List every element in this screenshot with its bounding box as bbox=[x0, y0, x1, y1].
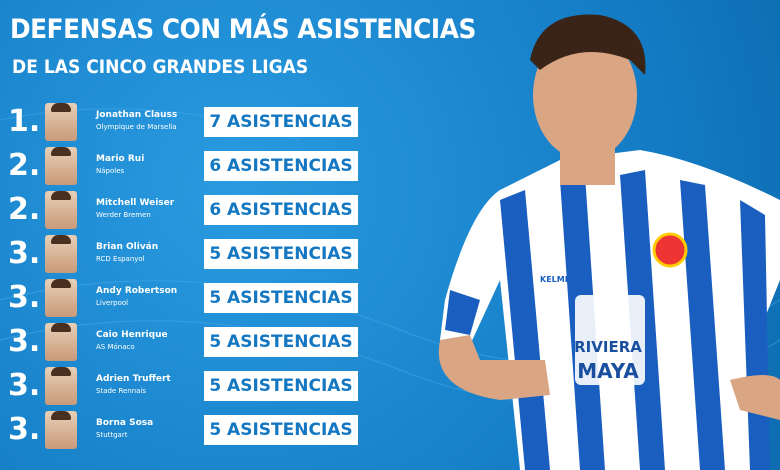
rank: 2. bbox=[8, 192, 41, 227]
assists-label: 5 ASISTENCIAS bbox=[204, 415, 358, 445]
player-avatar bbox=[45, 323, 77, 361]
assists-label: 5 ASISTENCIAS bbox=[204, 239, 358, 269]
club-name: Nápoles bbox=[96, 167, 125, 175]
assists-label: 7 ASISTENCIAS bbox=[204, 107, 358, 137]
assists-label: 5 ASISTENCIAS bbox=[204, 283, 358, 313]
sponsor: RIVIERA bbox=[574, 338, 642, 356]
player-avatar bbox=[45, 147, 77, 185]
rank: 3. bbox=[8, 280, 41, 315]
player-name: Mitchell Weiser bbox=[96, 198, 175, 208]
player-name: Caio Henrique bbox=[96, 330, 168, 340]
rank: 3. bbox=[8, 236, 41, 271]
ranking-row: 3. Caio Henrique AS Mónaco 5 ASISTENCIAS bbox=[0, 322, 370, 362]
assists-label: 6 ASISTENCIAS bbox=[204, 151, 358, 181]
player-avatar bbox=[45, 103, 77, 141]
club-name: AS Mónaco bbox=[96, 343, 135, 351]
ranking-row: 3. Borna Sosa Stuttgart 5 ASISTENCIAS bbox=[0, 410, 370, 450]
ranking-row: 1. Jonathan Clauss Olympique de Marsella 7 … bbox=[0, 102, 370, 142]
club-name: Olympique de Marsella bbox=[96, 123, 177, 131]
player-name: Andy Robertson bbox=[96, 286, 178, 296]
player-avatar bbox=[45, 411, 77, 449]
player-avatar bbox=[45, 367, 77, 405]
assists-label: 6 ASISTENCIAS bbox=[204, 195, 358, 225]
player-avatar bbox=[45, 235, 77, 273]
club-name: RCD Espanyol bbox=[96, 255, 145, 263]
rank: 3. bbox=[8, 324, 41, 359]
assists-label: 5 ASISTENCIAS bbox=[204, 327, 358, 357]
player-name: Adrien Truffert bbox=[96, 374, 171, 384]
rank: 2. bbox=[8, 148, 41, 183]
ranking-row: 2. Mario Rui Nápoles 6 ASISTENCIAS bbox=[0, 146, 370, 186]
rank: 1. bbox=[8, 104, 41, 139]
ranking-row: 3. Adrien Truffert Stade Rennais 5 ASISTENC… bbox=[0, 366, 370, 406]
subtitle: DE LAS CINCO GRANDES LIGAS bbox=[12, 56, 309, 78]
assists-label: 5 ASISTENCIAS bbox=[204, 371, 358, 401]
sponsor: MAYA bbox=[577, 359, 639, 383]
player-avatar bbox=[45, 279, 77, 317]
rank: 3. bbox=[8, 368, 41, 403]
ranking-row: 2. Mitchell Weiser Werder Bremen 6 ASISTENC… bbox=[0, 190, 370, 230]
player-name: Borna Sosa bbox=[96, 418, 154, 428]
player-name: Brian Oliván bbox=[96, 242, 159, 252]
player-name: Jonathan Clauss bbox=[96, 110, 178, 120]
club-name: Stade Rennais bbox=[96, 387, 147, 395]
club-name: Liverpool bbox=[96, 299, 129, 307]
club-name: Stuttgart bbox=[96, 431, 128, 439]
player-name: Mario Rui bbox=[96, 154, 145, 164]
club-name: Werder Bremen bbox=[96, 211, 151, 219]
brand: KELME bbox=[540, 275, 570, 284]
title: DEFENSAS CON MÁS ASISTENCIAS bbox=[10, 14, 476, 45]
rank: 3. bbox=[8, 412, 41, 447]
ranking-row: 3. Brian Oliván RCD Espanyol 5 ASISTENCIAS bbox=[0, 234, 370, 274]
player-avatar bbox=[45, 191, 77, 229]
ranking-row: 3. Andy Robertson Liverpool 5 ASISTENCIAS bbox=[0, 278, 370, 318]
